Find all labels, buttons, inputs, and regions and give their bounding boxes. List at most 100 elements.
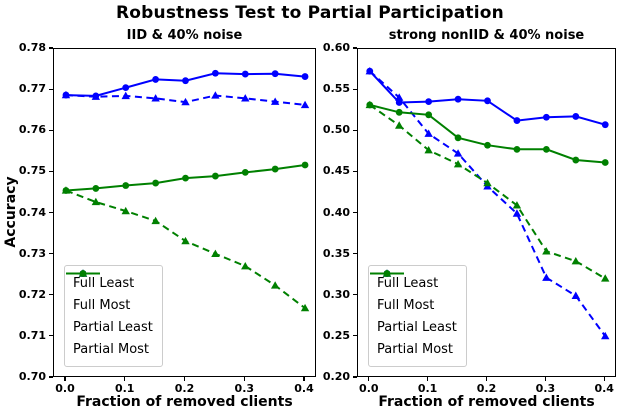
legend-label: Partial Least <box>73 319 153 335</box>
circle-marker <box>152 76 160 83</box>
circle-marker <box>601 121 609 129</box>
line-partial-least <box>369 103 606 164</box>
triangle-marker <box>542 247 551 255</box>
series-full-least <box>62 69 309 100</box>
triangle-marker <box>61 90 71 99</box>
y-tick-label: 0.45 <box>322 164 350 178</box>
chart-canvas-right <box>365 67 610 340</box>
triangle-marker <box>241 94 250 102</box>
legend-label: Full Least <box>73 275 135 291</box>
circle-marker <box>271 70 279 78</box>
y-tick-label: 0.60 <box>322 41 350 54</box>
triangle-marker <box>270 97 280 105</box>
x-tick <box>485 377 488 381</box>
legend-label: Full Most <box>73 297 131 313</box>
triangle-marker <box>483 178 492 187</box>
y-tick-label: 0.77 <box>18 82 46 96</box>
y-tick-label: 0.20 <box>322 370 350 383</box>
triangle-marker <box>151 216 160 225</box>
circle-marker <box>484 141 491 149</box>
triangle-marker <box>424 145 433 154</box>
x-tick-label: 0.1 <box>417 382 438 395</box>
x-tick-label: 0.1 <box>114 382 135 395</box>
y-tick-label: 0.30 <box>322 287 350 301</box>
y-tick <box>49 47 53 49</box>
circle-marker <box>122 84 130 92</box>
y-tick-label: 0.55 <box>322 82 350 96</box>
y-tick-label: 0.72 <box>18 287 46 301</box>
circle-marker <box>513 145 521 153</box>
plot-area-left: Full Least Full Most Partial Least Partial … <box>53 48 316 377</box>
y-tick <box>49 170 53 172</box>
circle-marker <box>395 99 403 106</box>
subplot-right-title: strong nonIID & 40% noise <box>388 28 585 43</box>
x-tick-label: 0.3 <box>234 382 255 395</box>
y-tick <box>49 88 53 90</box>
triangle-marker <box>300 303 310 312</box>
series-partial-least <box>366 101 609 166</box>
circle-marker <box>601 159 609 166</box>
circle-marker <box>211 172 219 180</box>
y-tick <box>49 294 53 296</box>
triangle-marker <box>512 201 522 209</box>
x-tick <box>303 377 305 381</box>
x-tick-label: 0.0 <box>359 382 379 395</box>
triangle-marker <box>601 274 610 282</box>
circle-marker <box>454 134 462 142</box>
legend-label: Full Most <box>377 297 435 313</box>
circle-marker <box>572 156 580 164</box>
circle-marker <box>122 182 130 189</box>
triangle-marker <box>453 149 463 157</box>
y-tick <box>353 170 357 172</box>
legend-left: Full Least Full Most Partial Least Partial … <box>64 265 163 367</box>
circle-marker <box>395 108 403 116</box>
y-tick <box>353 294 357 296</box>
triangle-marker <box>512 209 522 217</box>
chart-canvas-left <box>61 69 310 312</box>
circle-marker <box>542 145 550 153</box>
y-tick <box>353 376 357 378</box>
x-tick-label: 0.2 <box>174 382 195 395</box>
circle-marker <box>152 179 160 187</box>
triangle-marker <box>365 67 374 75</box>
circle-marker <box>241 168 249 176</box>
legend-sample-partial-most <box>66 269 100 277</box>
circle-marker <box>182 174 189 182</box>
triangle-marker <box>61 186 71 194</box>
triangle-marker <box>181 97 190 106</box>
circle-marker <box>484 97 491 105</box>
y-tick <box>353 335 357 337</box>
triangle-marker <box>542 273 551 281</box>
y-tick <box>49 335 53 337</box>
circle-marker <box>425 111 433 119</box>
triangle-marker <box>365 100 374 109</box>
triangle-marker <box>211 91 220 99</box>
line-full-least <box>65 72 306 97</box>
triangle-marker <box>571 291 580 299</box>
x-tick <box>603 377 605 381</box>
series-full-most <box>365 67 610 340</box>
y-tick <box>353 47 357 49</box>
x-tick-label: 0.0 <box>55 382 75 395</box>
y-tick <box>49 211 53 214</box>
circle-marker <box>425 98 433 106</box>
triangle-marker <box>121 206 130 215</box>
triangle-marker <box>91 197 101 206</box>
y-tick-label: 0.50 <box>322 123 350 137</box>
legend-item-partial-most: Partial Most <box>66 269 153 360</box>
x-tick-label: 0.3 <box>535 382 556 395</box>
series-partial-most <box>61 186 310 312</box>
y-tick-label: 0.25 <box>322 328 350 342</box>
legend-item-full-most: Full Most <box>66 269 153 316</box>
triangle-marker <box>181 236 190 245</box>
y-tick-label: 0.70 <box>18 370 46 383</box>
plot-area-right: Full Least Full Most Partial Least Partial … <box>357 48 616 377</box>
triangle-marker <box>151 94 160 102</box>
series-partial-least <box>62 161 309 194</box>
y-tick <box>353 253 357 255</box>
circle-marker <box>542 113 550 121</box>
legend-item-partial-least: Partial Least <box>370 270 457 338</box>
y-tick <box>49 129 53 131</box>
y-tick <box>353 211 357 214</box>
